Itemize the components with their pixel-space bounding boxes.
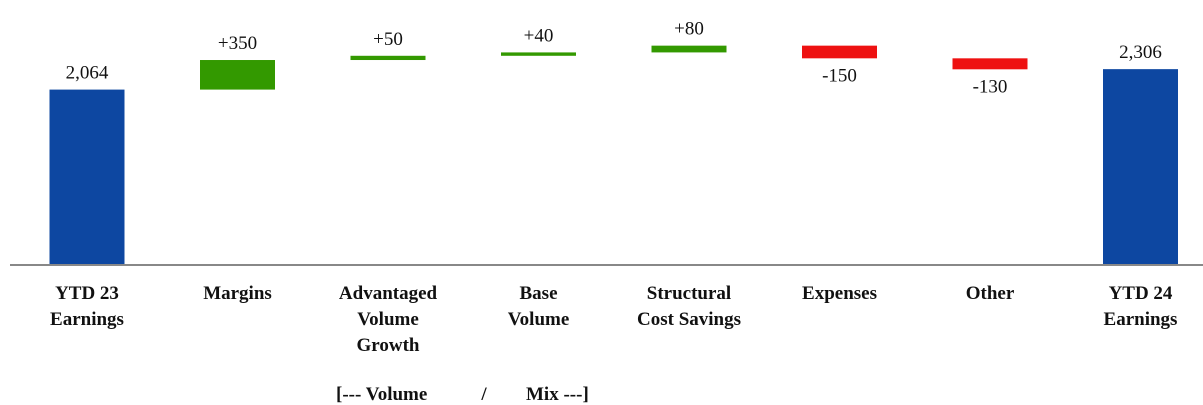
value-label-7: -130	[973, 76, 1008, 97]
category-labels-layer: YTD 23 Earnings Margins Advantaged Volume Gro…	[50, 283, 1177, 356]
bar-6	[802, 45, 877, 59]
category-label-6-line-1: Expenses	[802, 283, 877, 304]
value-label-1: 2,064	[66, 63, 109, 84]
value-label-6: -150	[822, 65, 857, 86]
value-label-5: +80	[674, 19, 704, 40]
category-label-2-line-1: Margins	[203, 283, 272, 304]
value-label-3: +50	[373, 29, 403, 50]
category-label-5-line-2: Cost Savings	[637, 309, 741, 330]
bar-1	[49, 89, 125, 264]
value-label-4: +40	[524, 25, 554, 46]
bar-7	[952, 58, 1028, 70]
bar-4	[501, 52, 576, 56]
bracket-note-separator: /	[480, 384, 487, 405]
bar-3	[350, 55, 426, 61]
bars-layer	[49, 45, 1178, 264]
category-label-7-line-1: Other	[966, 283, 1015, 304]
bar-2	[200, 60, 275, 90]
bar-5	[651, 45, 727, 53]
value-labels-layer: 2,064 +350 +50 +40 +80 -150 -130 2,306	[66, 19, 1162, 98]
category-label-4-line-2: Volume	[508, 309, 570, 330]
value-label-2: +350	[218, 33, 257, 54]
value-label-8: 2,306	[1119, 42, 1162, 63]
category-label-1-line-1: YTD 23	[55, 283, 119, 304]
bar-8	[1103, 69, 1178, 264]
bracket-note-start: [--- Volume	[336, 384, 427, 405]
volume-mix-bracket-note: [--- Volume / Mix ---]	[336, 384, 589, 405]
category-label-8-line-2: Earnings	[1104, 309, 1178, 330]
category-label-3-line-3: Growth	[357, 335, 420, 356]
category-label-1-line-2: Earnings	[50, 309, 124, 330]
category-label-3-line-2: Volume	[357, 309, 419, 330]
bracket-note-end: Mix ---]	[526, 384, 589, 405]
category-label-3-line-1: Advantaged	[339, 283, 438, 304]
category-label-4-line-1: Base	[520, 283, 558, 304]
category-label-5-line-1: Structural	[647, 283, 731, 304]
category-label-8-line-1: YTD 24	[1109, 283, 1173, 304]
